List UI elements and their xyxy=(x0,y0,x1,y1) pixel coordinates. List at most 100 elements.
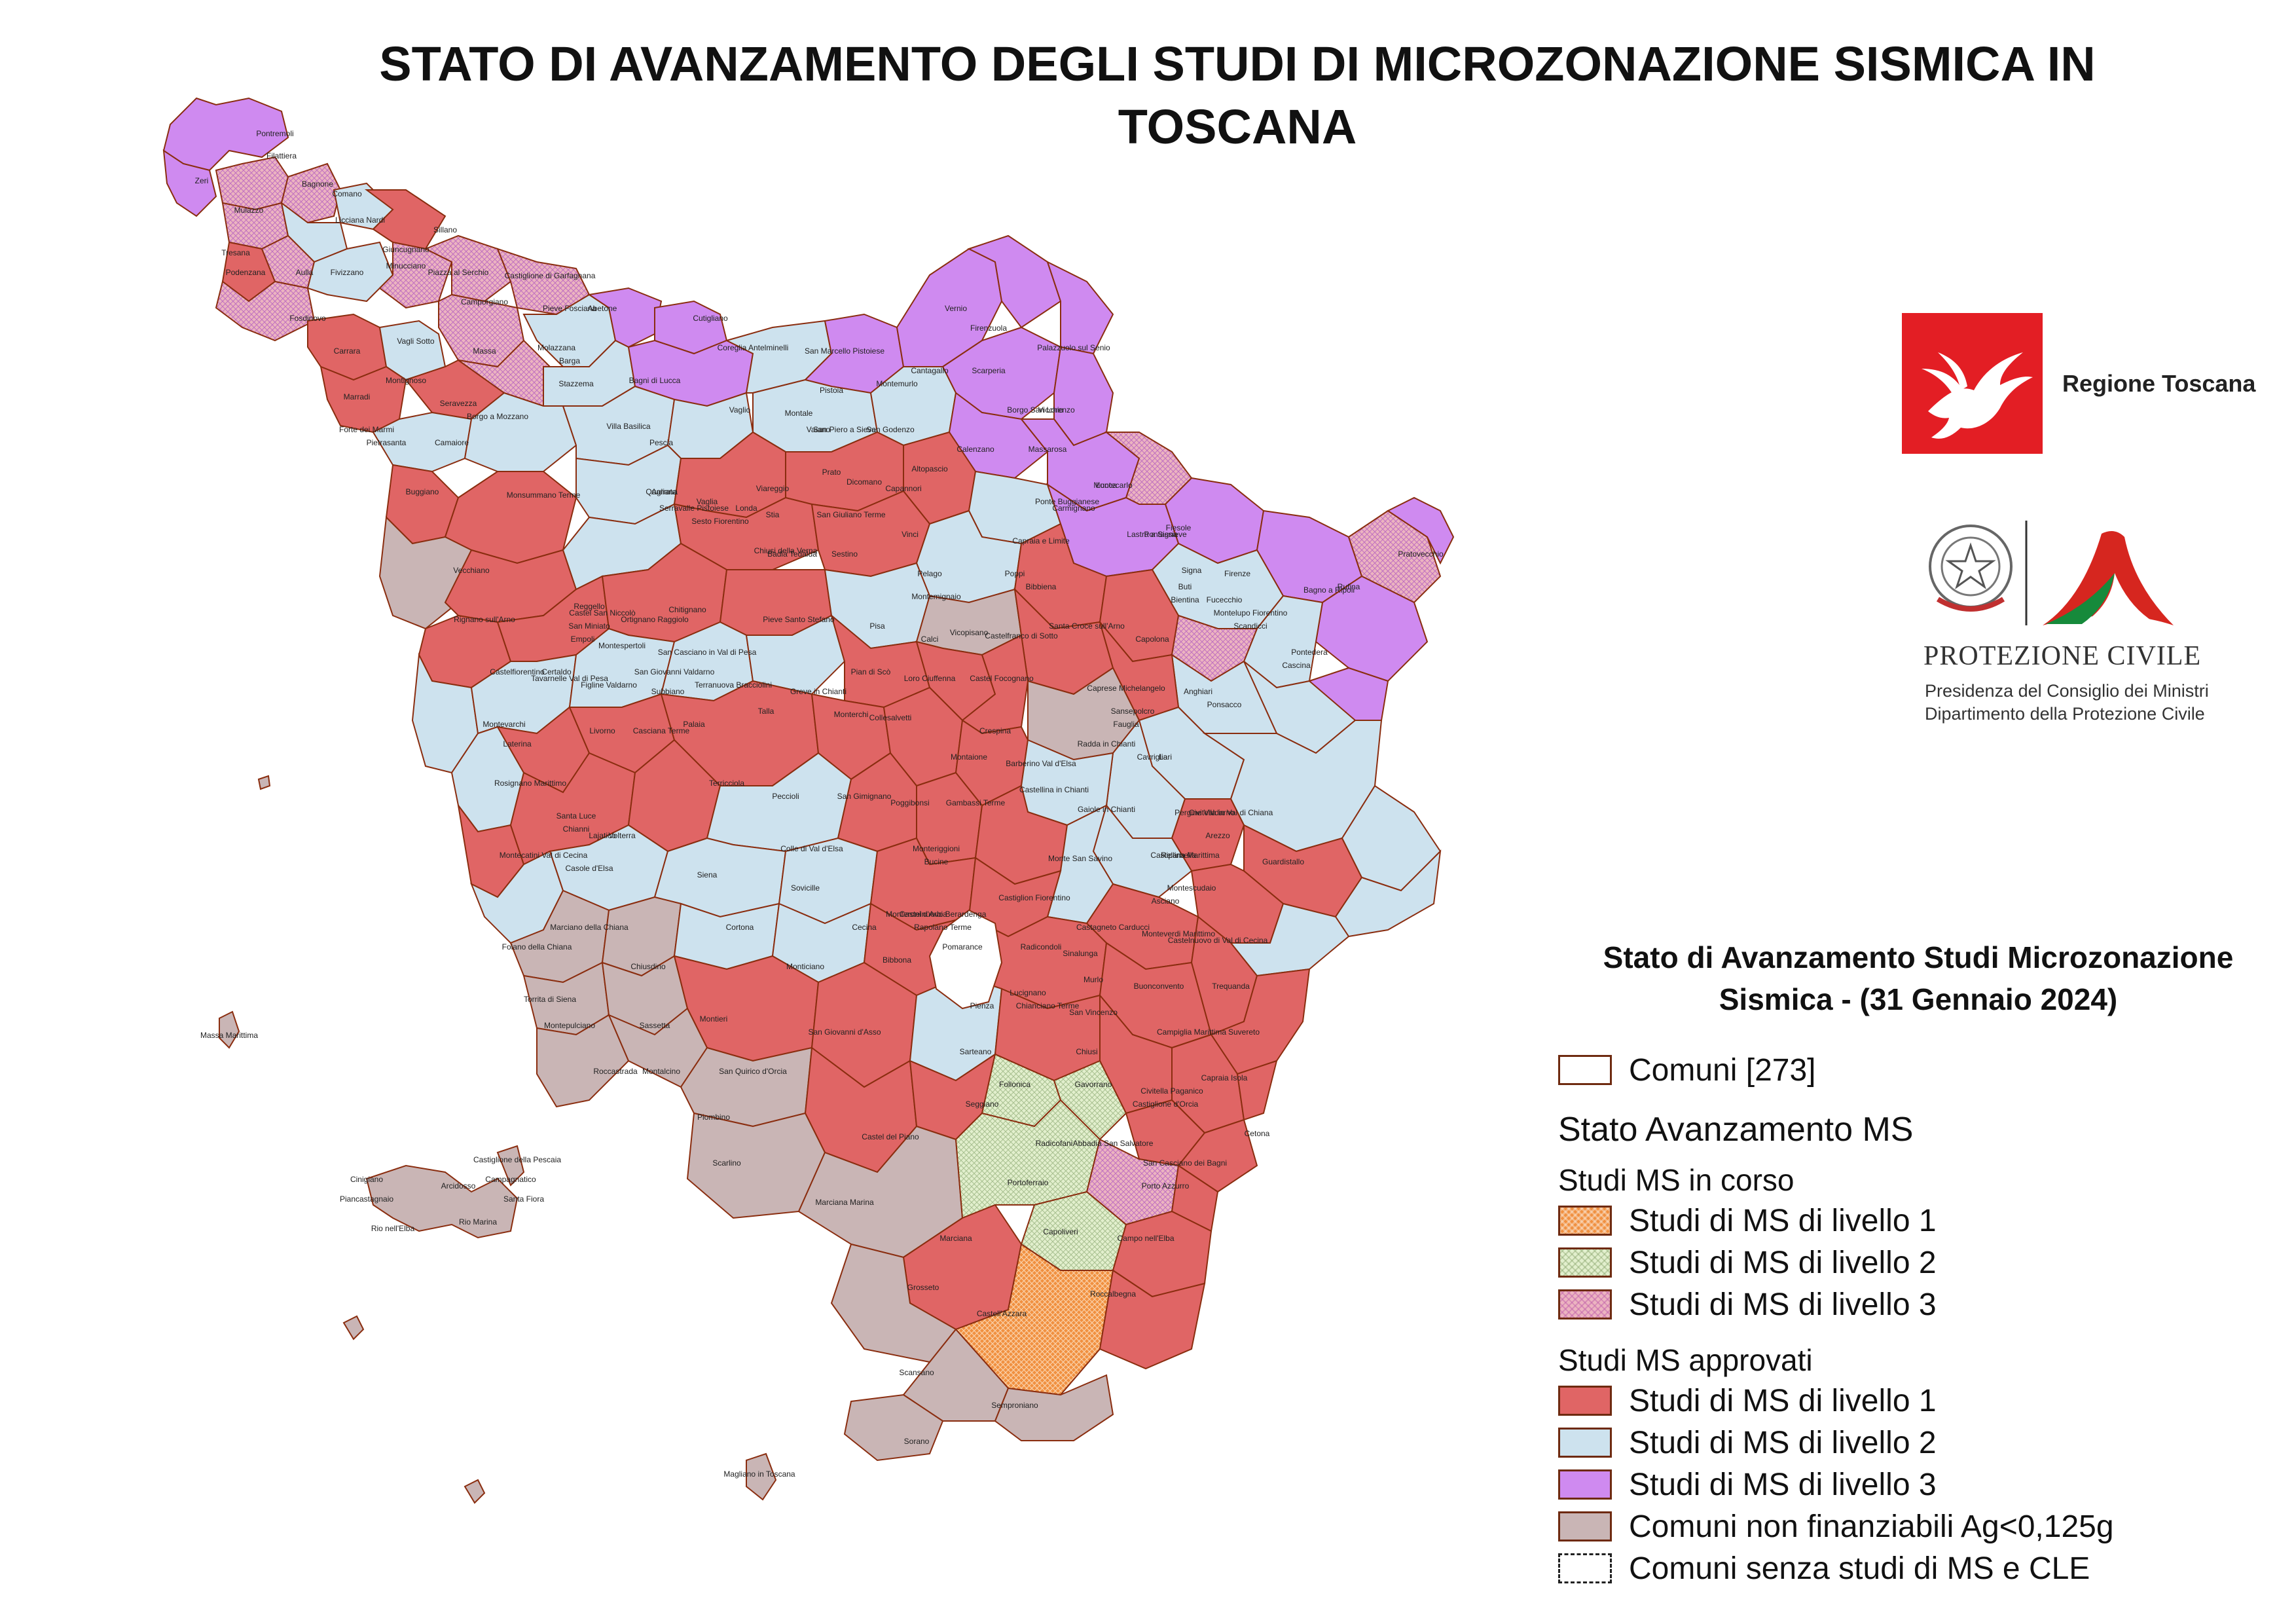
legend-item-comuni: Comuni [273] xyxy=(1558,1051,1816,1089)
municipality-label: Coreglia Antelminelli xyxy=(718,343,789,352)
municipality-label: Marciana xyxy=(939,1234,972,1243)
italian-republic-emblem-icon xyxy=(1929,525,2013,612)
municipality-label: Pratovecchio xyxy=(1398,549,1444,559)
map-title: STATO DI AVANZAMENTO DEGLI STUDI DI MICR… xyxy=(236,33,2239,158)
municipality-label: Montignoso xyxy=(386,376,426,385)
protezione-civile-name: PROTEZIONE CIVILE xyxy=(1923,641,2202,671)
region-cetona xyxy=(1236,1060,1278,1121)
municipality-label: Seravezza xyxy=(440,399,477,408)
municipality-label: Montale xyxy=(785,409,813,418)
municipality-label: Fivizzano xyxy=(331,268,364,277)
municipality-label: Castelnuovo Berardenga xyxy=(900,910,987,919)
municipality-label: Montieri xyxy=(700,1014,728,1024)
region-gorgona xyxy=(257,775,271,790)
municipality-label: Pistoia xyxy=(820,386,843,395)
region-monterchi xyxy=(1308,667,1389,721)
region-palazzuolo xyxy=(967,234,1062,329)
municipality-label: Minucciano xyxy=(386,261,426,270)
municipality-label: Londa xyxy=(735,504,757,513)
municipality-label: Rignano sull'Arno xyxy=(454,615,515,624)
municipality-label: Vinci xyxy=(902,530,919,539)
municipality-label: Laterina xyxy=(503,739,532,748)
municipality-label: Portoferraio xyxy=(1008,1178,1049,1187)
legend-item-in-corso-3: Studi di MS di livello 3 xyxy=(1558,1285,1937,1323)
municipality-label: Palaia xyxy=(683,720,705,729)
municipality-label: Monte San Savino xyxy=(1048,854,1112,863)
municipality-label: Montescudaio xyxy=(1167,883,1216,893)
municipality-label: Chianciano Terme xyxy=(1016,1001,1080,1010)
municipality-label: Ponsacco xyxy=(1207,700,1242,709)
municipality-label: Vaglio xyxy=(729,405,751,415)
municipality-label: Castel del Piano xyxy=(862,1132,919,1141)
municipality-label: Guardistallo xyxy=(1262,857,1304,866)
municipality-label: Asciano xyxy=(1152,896,1180,906)
region-giglio xyxy=(746,1452,777,1501)
municipality-label: Montevarchi xyxy=(483,720,525,729)
municipality-label: Sestino xyxy=(831,549,858,559)
legend-label-approvati-3: Studi di MS di livello 3 xyxy=(1629,1467,1937,1502)
municipality-label: Monteroni d'Arbia xyxy=(886,910,947,919)
municipality-label: Lucca xyxy=(1096,481,1117,490)
municipality-label: Ortignano Raggiolo xyxy=(621,615,689,624)
region-sestino xyxy=(1387,496,1455,565)
map-title-line2: TOSCANA xyxy=(1118,100,1357,154)
municipality-label: Pontremoli xyxy=(256,129,293,138)
municipality-label: Loro Ciuffenna xyxy=(904,674,956,683)
municipality-label: Certaldo xyxy=(541,667,572,676)
municipality-label: Pontassieve xyxy=(1144,530,1187,539)
municipality-label: Grosseto xyxy=(907,1283,939,1292)
municipality-label: Tavarnelle Val di Pesa xyxy=(531,674,608,683)
municipality-label: Viareggio xyxy=(756,484,790,493)
municipality-label: Montelupo Fiorentino xyxy=(1214,608,1288,618)
legend-item-non-finanziabili: Comuni non finanziabili Ag<0,125g xyxy=(1558,1507,2114,1545)
region-elba xyxy=(365,1164,519,1239)
region-montecristo xyxy=(342,1315,365,1340)
legend-group-approvati: Studi MS approvati xyxy=(1558,1343,1813,1377)
municipality-label: Borgo San Lorenzo xyxy=(1007,405,1075,415)
regione-toscana-logo xyxy=(1902,313,2043,454)
municipality-label: Dicomano xyxy=(847,477,882,487)
municipality-label: Rio nell'Elba xyxy=(371,1224,415,1233)
municipality-label: Massarosa xyxy=(1029,445,1067,454)
region-monte-argentario xyxy=(843,1393,944,1462)
municipality-label: Marradi xyxy=(344,392,371,401)
municipality-label: Massa xyxy=(473,346,496,356)
region-zeri xyxy=(162,149,217,217)
municipality-label: Follonica xyxy=(999,1080,1030,1089)
municipality-label: Radicondoli xyxy=(1021,942,1062,951)
municipality-label: Chitignano xyxy=(668,605,706,614)
municipality-label: Santa Luce xyxy=(556,811,596,821)
municipality-label: Carmignano xyxy=(1052,504,1095,513)
municipality-label: Volterra xyxy=(608,831,636,840)
municipality-label: Castagneto Carducci xyxy=(1076,923,1150,932)
municipality-label: Cutigliano xyxy=(693,314,728,323)
legend-item-in-corso-2: Studi di MS di livello 2 xyxy=(1558,1244,1937,1282)
municipality-label: Seggiano xyxy=(966,1099,999,1109)
municipality-label: Castelnuovo di Val di Cecina xyxy=(1168,936,1268,945)
municipality-label: San Miniato xyxy=(568,621,610,631)
municipality-label: Santa Croce sull'Arno xyxy=(1049,621,1125,631)
region-capraia xyxy=(219,1010,240,1049)
municipality-label: Scarlino xyxy=(712,1158,741,1168)
municipality-label: Civitella Paganico xyxy=(1140,1086,1203,1096)
municipality-label: Piancastagnaio xyxy=(340,1194,393,1204)
legend-label-comuni: Comuni [273] xyxy=(1629,1052,1816,1088)
legend-item-approvati-3: Studi di MS di livello 3 xyxy=(1558,1466,1937,1504)
legend-title: Stato di Avanzamento Studi Microzonazion… xyxy=(1545,936,2291,1020)
municipality-label: Cetona xyxy=(1245,1129,1270,1138)
municipality-label: Empoli xyxy=(571,635,595,644)
municipality-label: Bagno a Ripoli xyxy=(1303,585,1355,595)
regione-toscana-label: Regione Toscana xyxy=(2062,370,2256,397)
legend-label-senza-studi: Comuni senza studi di MS e CLE xyxy=(1629,1551,2090,1586)
municipality-label: Rapolano Terme xyxy=(914,923,972,932)
municipality-label: Cavriglia xyxy=(1137,752,1168,762)
municipality-label: Chianni xyxy=(563,824,590,834)
municipality-label: Buggiano xyxy=(406,487,439,496)
municipality-label: Magliano in Toscana xyxy=(723,1469,795,1479)
municipality-label: Riparbella xyxy=(1161,851,1196,860)
legend-swatch-approvati-3 xyxy=(1558,1469,1612,1500)
municipality-label: Campagnatico xyxy=(485,1175,536,1184)
municipality-label: Montalcino xyxy=(642,1067,680,1076)
municipality-label: Villa Basilica xyxy=(606,422,650,431)
